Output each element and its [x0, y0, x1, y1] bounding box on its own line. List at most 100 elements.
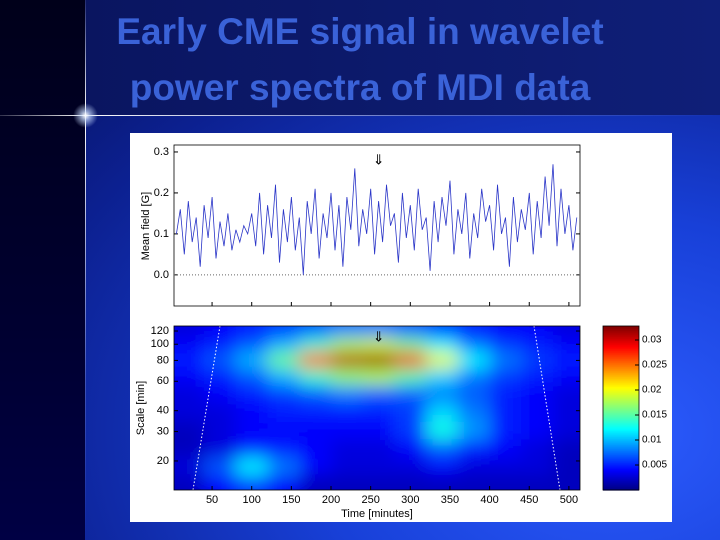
colorbar-step	[603, 430, 639, 433]
axes-frame	[173, 144, 581, 307]
heat-cell	[553, 337, 580, 353]
colorbar-step	[603, 450, 639, 453]
heat-cell	[426, 439, 459, 459]
colorbar-label: 0.015	[642, 410, 667, 421]
colorbar-step	[603, 466, 639, 469]
colorbar-step	[603, 414, 639, 417]
heat-cell	[174, 337, 205, 353]
colorbar-step	[603, 390, 639, 393]
heat-cell	[457, 458, 491, 476]
colorbar-step	[603, 422, 639, 425]
colorbar-step	[603, 442, 639, 445]
heat-cell	[489, 475, 522, 490]
heat-cell	[299, 458, 332, 476]
heat-cell	[489, 326, 522, 339]
colorbar-step	[603, 434, 639, 437]
heat-cell	[489, 421, 522, 441]
colorbar-step	[603, 488, 639, 491]
y-tick-label: 20	[157, 455, 169, 467]
heat-cell	[394, 367, 427, 386]
y-tick-label: 80	[157, 354, 169, 366]
colorbar-step	[603, 470, 639, 473]
x-tick-label: 400	[480, 494, 498, 506]
colorbar-step	[603, 448, 639, 451]
colorbar-step	[603, 332, 639, 335]
colorbar-step	[603, 404, 639, 407]
divider-line	[85, 0, 86, 540]
heat-cell	[426, 337, 459, 353]
x-tick-label: 50	[206, 494, 218, 506]
heat-cell	[426, 421, 459, 441]
heat-cell	[457, 439, 491, 459]
colorbar-step	[603, 464, 639, 467]
heat-cell	[521, 337, 554, 353]
heat-cell	[235, 367, 269, 386]
colorbar-step	[603, 472, 639, 475]
colorbar-label: 0.03	[642, 335, 662, 346]
y-tick-label: 60	[157, 375, 169, 387]
heat-cell	[331, 458, 364, 476]
colorbar-step	[603, 326, 639, 329]
heat-cell	[553, 367, 580, 386]
heat-cell	[394, 326, 427, 339]
heat-cell	[394, 402, 427, 422]
colorbar-step	[603, 348, 639, 351]
colorbar-step	[603, 420, 639, 423]
heat-cell	[362, 402, 395, 422]
heat-cell	[267, 421, 300, 441]
colorbar-step	[603, 432, 639, 435]
heat-cell	[394, 439, 427, 459]
heat-cell	[174, 367, 205, 386]
colorbar-step	[603, 408, 639, 411]
heat-cell	[553, 439, 580, 459]
colorbar-step	[603, 386, 639, 389]
heat-cell	[553, 384, 580, 404]
heat-cell	[489, 352, 522, 369]
heat-cell	[267, 367, 300, 386]
heat-cell	[362, 352, 395, 369]
colorbar-step	[603, 352, 639, 355]
colorbar	[603, 326, 639, 491]
colorbar-label: 0.01	[642, 435, 662, 446]
heatmap-cells	[174, 326, 580, 490]
heatmap	[174, 326, 580, 490]
heat-cell	[394, 458, 427, 476]
y-tick-label: 0.0	[154, 269, 169, 281]
colorbar-step	[603, 438, 639, 441]
colorbar-step	[603, 436, 639, 439]
heat-cell	[267, 458, 300, 476]
heat-cell	[174, 421, 205, 441]
colorbar-step	[603, 424, 639, 427]
heat-cell	[457, 384, 491, 404]
heat-cell	[521, 326, 554, 339]
y-tick-label: 120	[151, 325, 169, 337]
colorbar-step	[603, 336, 639, 339]
colorbar-step	[603, 388, 639, 391]
heat-cell	[235, 421, 269, 441]
colorbar-step	[603, 402, 639, 405]
heat-cell	[331, 439, 364, 459]
colorbar-step	[603, 384, 639, 387]
colorbar-step	[603, 396, 639, 399]
heat-cell	[204, 337, 237, 353]
heat-cell	[426, 458, 459, 476]
colorbar-step	[603, 342, 639, 345]
heat-cell	[267, 326, 300, 339]
heat-cell	[235, 352, 269, 369]
x-tick-label: 450	[520, 494, 538, 506]
colorbar-step	[603, 478, 639, 481]
heat-cell	[553, 352, 580, 369]
heat-cell	[204, 458, 237, 476]
colorbar-step	[603, 370, 639, 373]
colorbar-step	[603, 428, 639, 431]
heat-cell	[489, 458, 522, 476]
heat-cell	[426, 402, 459, 422]
heat-cell	[299, 421, 332, 441]
y-tick-label: 0.3	[154, 146, 169, 158]
x-tick-label: 250	[361, 494, 379, 506]
heat-cell	[204, 367, 237, 386]
heat-cell	[362, 367, 395, 386]
colorbar-step	[603, 358, 639, 361]
heat-cell	[394, 475, 427, 490]
heat-cell	[204, 402, 237, 422]
